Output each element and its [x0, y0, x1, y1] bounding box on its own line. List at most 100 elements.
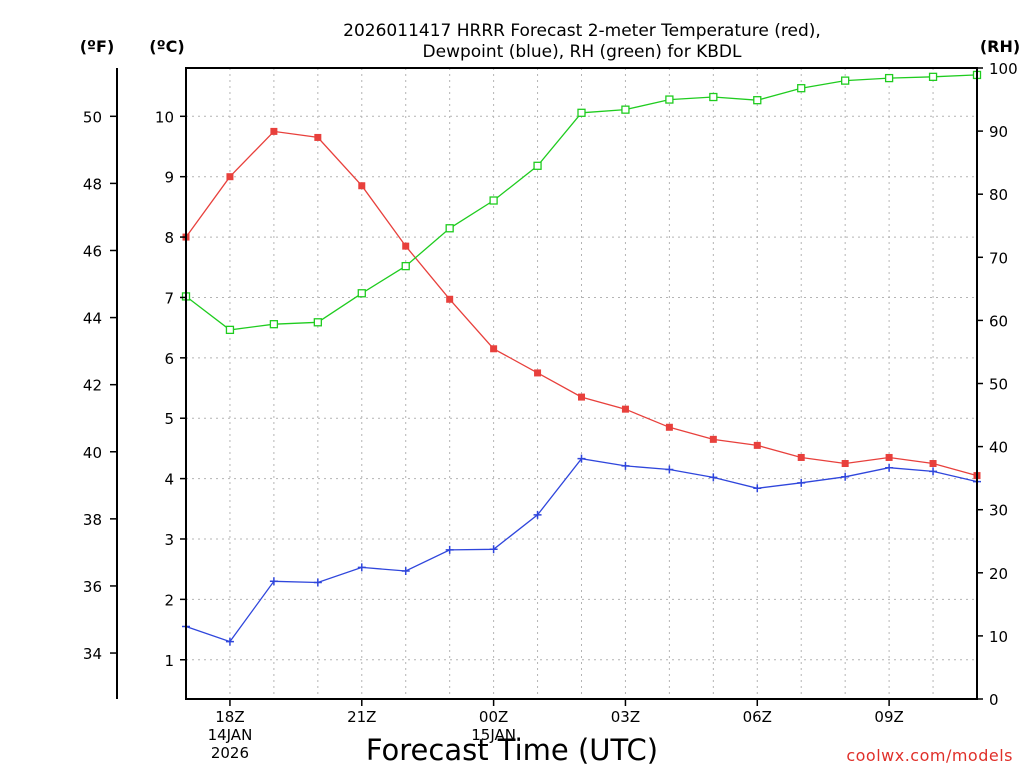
celsius-tick-label: 1: [164, 652, 174, 670]
rh-point: [269, 320, 279, 329]
celsius-tick-label: 6: [164, 350, 174, 368]
rh-tick-label: 90: [989, 123, 1008, 141]
rh-point: [841, 76, 850, 85]
rh-tick-label: 60: [989, 312, 1008, 330]
dewpoint-point: [841, 472, 850, 481]
chart-title-line-1: 2026011417 HRRR Forecast 2-meter Tempera…: [343, 21, 821, 41]
watermark: coolwx.com/models: [846, 746, 1013, 765]
temperature-point: [490, 345, 498, 353]
rh-point: [577, 108, 586, 117]
x-tick-label: 15JAN: [471, 726, 516, 744]
celsius-tick-label: 5: [164, 410, 174, 428]
dewpoint-point: [225, 637, 234, 646]
rh-unit-label: (RH): [980, 37, 1020, 56]
x-tick-label: 14JAN: [208, 726, 253, 744]
temperature-point: [665, 423, 673, 431]
rh-tick-label: 20: [989, 565, 1008, 583]
temperature-point: [621, 405, 629, 413]
x-tick-label: 00Z: [479, 708, 508, 726]
temperature-point: [534, 369, 542, 377]
fahrenheit-tick-label: 40: [83, 444, 102, 462]
dewpoint-point: [885, 463, 894, 472]
rh-tick-label: 30: [989, 502, 1008, 520]
dewpoint-point: [269, 577, 278, 586]
temperature-point: [270, 127, 278, 135]
celsius-tick-label: 2: [164, 591, 174, 609]
rh-point: [797, 84, 806, 93]
temperature-point: [753, 441, 761, 449]
dewpoint-point: [753, 484, 762, 493]
temperature-point: [885, 453, 893, 461]
rh-point: [313, 318, 322, 327]
rh-tick-label: 10: [989, 628, 1008, 646]
dewpoint-point: [577, 454, 586, 463]
rh-point: [357, 289, 366, 298]
celsius-unit-label: (ºC): [149, 37, 184, 56]
dewpoint-point: [313, 578, 322, 587]
rh-point: [225, 325, 235, 335]
celsius-tick-label: 8: [164, 229, 174, 247]
rh-point: [401, 261, 410, 271]
fahrenheit-tick-label: 50: [83, 108, 102, 126]
rh-point: [621, 105, 630, 114]
temperature-point: [797, 453, 805, 461]
rh-tick-label: 100: [989, 60, 1018, 78]
plot-frame: [185, 67, 978, 700]
rh-tick-label: 70: [989, 249, 1008, 267]
rh-point: [884, 73, 894, 83]
fahrenheit-unit-label: (ºF): [80, 37, 115, 56]
celsius-tick-label: 4: [164, 471, 174, 489]
dewpoint-point: [533, 510, 542, 519]
temperature-point: [314, 133, 322, 141]
dewpoint-point: [489, 545, 498, 554]
fahrenheit-tick-label: 42: [83, 377, 102, 395]
dewpoint-point: [797, 478, 806, 487]
rh-tick-label: 0: [989, 691, 999, 709]
fahrenheit-tick-label: 44: [83, 310, 102, 328]
fahrenheit-tick-label: 46: [83, 242, 102, 260]
temperature-point: [446, 295, 454, 303]
fahrenheit-tick-label: 48: [83, 175, 102, 193]
dewpoint-point: [357, 563, 366, 572]
dewpoint-point: [929, 467, 938, 476]
rh-point: [489, 196, 498, 205]
dewpoint-point: [445, 545, 454, 554]
rh-tick-label: 40: [989, 439, 1008, 457]
x-tick-label: 18Z: [215, 708, 244, 726]
celsius-tick-label: 9: [164, 169, 174, 187]
celsius-tick-label: 3: [164, 531, 174, 549]
rh-point: [533, 161, 542, 170]
fahrenheit-tick-label: 36: [83, 578, 102, 596]
fahrenheit-tick-label: 34: [83, 645, 102, 663]
x-tick-label: 21Z: [347, 708, 376, 726]
rh-point: [665, 95, 674, 104]
temperature-point: [402, 242, 410, 250]
gridlines: [186, 68, 977, 699]
dewpoint-point: [665, 465, 674, 474]
temperature-point: [226, 173, 234, 181]
x-tick-label: 03Z: [611, 708, 640, 726]
chart-title-line-2: Dewpoint (blue), RH (green) for KBDL: [423, 42, 742, 62]
dewpoint-point: [401, 566, 410, 575]
rh-point: [928, 72, 938, 81]
series-layer: [181, 70, 982, 646]
temperature-point: [578, 393, 585, 401]
celsius-tick-label: 10: [155, 108, 174, 126]
celsius-tick-label: 7: [164, 289, 174, 307]
temperature-point: [358, 182, 366, 190]
x-tick-label: 2026: [211, 744, 249, 762]
x-tick-label: 09Z: [874, 708, 903, 726]
dewpoint-point: [709, 473, 718, 482]
x-axis-title: Forecast Time (UTC): [366, 733, 658, 767]
rh-tick-label: 50: [989, 376, 1008, 394]
x-tick-label: 06Z: [743, 708, 772, 726]
rh-point: [445, 224, 454, 233]
temperature-point: [929, 460, 937, 468]
axes: 1234567891034363840424446485001020304050…: [83, 60, 1018, 762]
rh-tick-label: 80: [989, 186, 1008, 204]
rh-point: [709, 92, 718, 102]
dewpoint-point: [621, 461, 630, 470]
temperature-point: [709, 435, 717, 443]
temperature-point: [841, 460, 849, 468]
